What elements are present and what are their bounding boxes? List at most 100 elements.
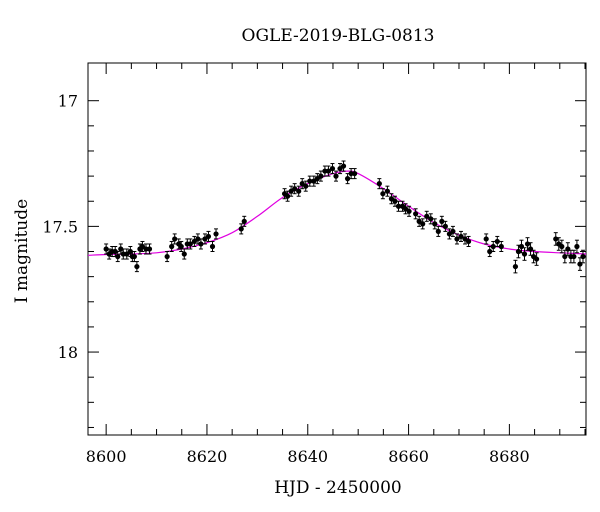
data-marker: [134, 263, 140, 270]
data-marker: [238, 226, 244, 232]
data-marker: [442, 223, 448, 229]
data-point: [340, 160, 347, 172]
data-point: [420, 218, 426, 230]
x-tick-label: 8680: [489, 447, 530, 466]
data-point: [178, 240, 184, 253]
data-marker: [209, 243, 216, 250]
data-point: [435, 225, 441, 237]
data-point: [333, 170, 339, 182]
data-point: [213, 228, 219, 240]
data-marker: [118, 246, 124, 252]
data-marker: [395, 203, 402, 209]
data-marker: [131, 253, 137, 260]
data-marker: [562, 253, 568, 260]
data-point: [498, 240, 504, 253]
data-marker: [498, 243, 504, 250]
data-marker: [559, 243, 565, 250]
data-marker: [380, 191, 386, 197]
data-point: [296, 185, 302, 197]
data-point: [392, 195, 398, 207]
data-marker: [524, 241, 531, 247]
model-curve: [87, 170, 587, 256]
data-marker: [392, 198, 398, 204]
data-point: [428, 213, 434, 225]
data-marker: [329, 165, 336, 172]
data-marker: [494, 238, 500, 245]
x-tick-label: 8660: [388, 447, 429, 466]
x-tick-label: 8600: [86, 447, 127, 466]
data-marker: [490, 243, 496, 250]
data-point: [521, 247, 528, 261]
data-marker: [420, 221, 426, 227]
data-point: [329, 163, 336, 175]
x-tick-label: 8620: [187, 447, 228, 466]
data-point: [325, 165, 332, 177]
data-marker: [115, 253, 121, 260]
data-point: [395, 200, 402, 212]
data-point: [574, 239, 580, 254]
data-points: [103, 160, 586, 274]
data-marker: [458, 233, 464, 240]
data-marker: [172, 236, 178, 242]
data-point: [490, 240, 496, 253]
data-point: [487, 245, 493, 258]
data-marker: [435, 228, 441, 235]
data-point: [399, 200, 406, 212]
y-tick-label: 17: [58, 92, 78, 111]
data-point: [465, 235, 472, 247]
data-point: [512, 259, 519, 274]
data-marker: [205, 233, 212, 240]
data-marker: [439, 218, 445, 224]
data-point: [580, 249, 586, 264]
data-marker: [325, 168, 332, 174]
data-marker: [307, 178, 313, 184]
data-point: [307, 175, 313, 187]
data-marker: [112, 248, 118, 255]
tick-labels: 8600 8620 8640 8660 8680 17 17.5 18: [42, 92, 529, 466]
data-point: [241, 215, 247, 227]
data-point: [432, 218, 438, 230]
data-marker: [428, 216, 434, 222]
data-point: [292, 183, 298, 195]
data-marker: [333, 173, 339, 179]
data-marker: [181, 251, 187, 257]
data-point: [559, 239, 565, 254]
data-point: [454, 233, 460, 245]
data-marker: [577, 261, 583, 267]
data-point: [172, 233, 178, 245]
x-tick-label: 8640: [287, 447, 328, 466]
data-marker: [169, 243, 175, 250]
data-marker: [292, 186, 298, 192]
data-point: [238, 223, 244, 235]
data-marker: [534, 256, 540, 262]
data-point: [442, 220, 448, 232]
data-marker: [127, 248, 133, 255]
data-marker: [487, 248, 493, 255]
data-point: [413, 208, 419, 220]
data-point: [376, 178, 382, 190]
data-point: [380, 188, 386, 200]
data-point: [424, 210, 430, 222]
data-point: [209, 240, 216, 253]
data-point: [494, 235, 500, 247]
data-marker: [454, 236, 460, 242]
data-marker: [178, 243, 184, 250]
data-marker: [103, 246, 109, 252]
data-point: [384, 185, 391, 197]
data-point: [303, 180, 309, 192]
data-marker: [318, 173, 324, 179]
y-axis-label: I magnitude: [12, 199, 32, 303]
data-marker: [450, 228, 456, 235]
data-marker: [344, 176, 351, 182]
data-marker: [432, 221, 438, 227]
plot-frame: [87, 62, 587, 436]
data-point: [187, 238, 193, 250]
data-point: [112, 245, 118, 258]
data-point: [146, 243, 153, 255]
axis-ticks: [88, 63, 586, 435]
data-point: [191, 235, 197, 247]
data-marker: [340, 163, 347, 169]
chart-title: OGLE-2019-BLG-0813: [242, 26, 435, 46]
data-marker: [521, 251, 528, 257]
data-point: [115, 251, 121, 263]
